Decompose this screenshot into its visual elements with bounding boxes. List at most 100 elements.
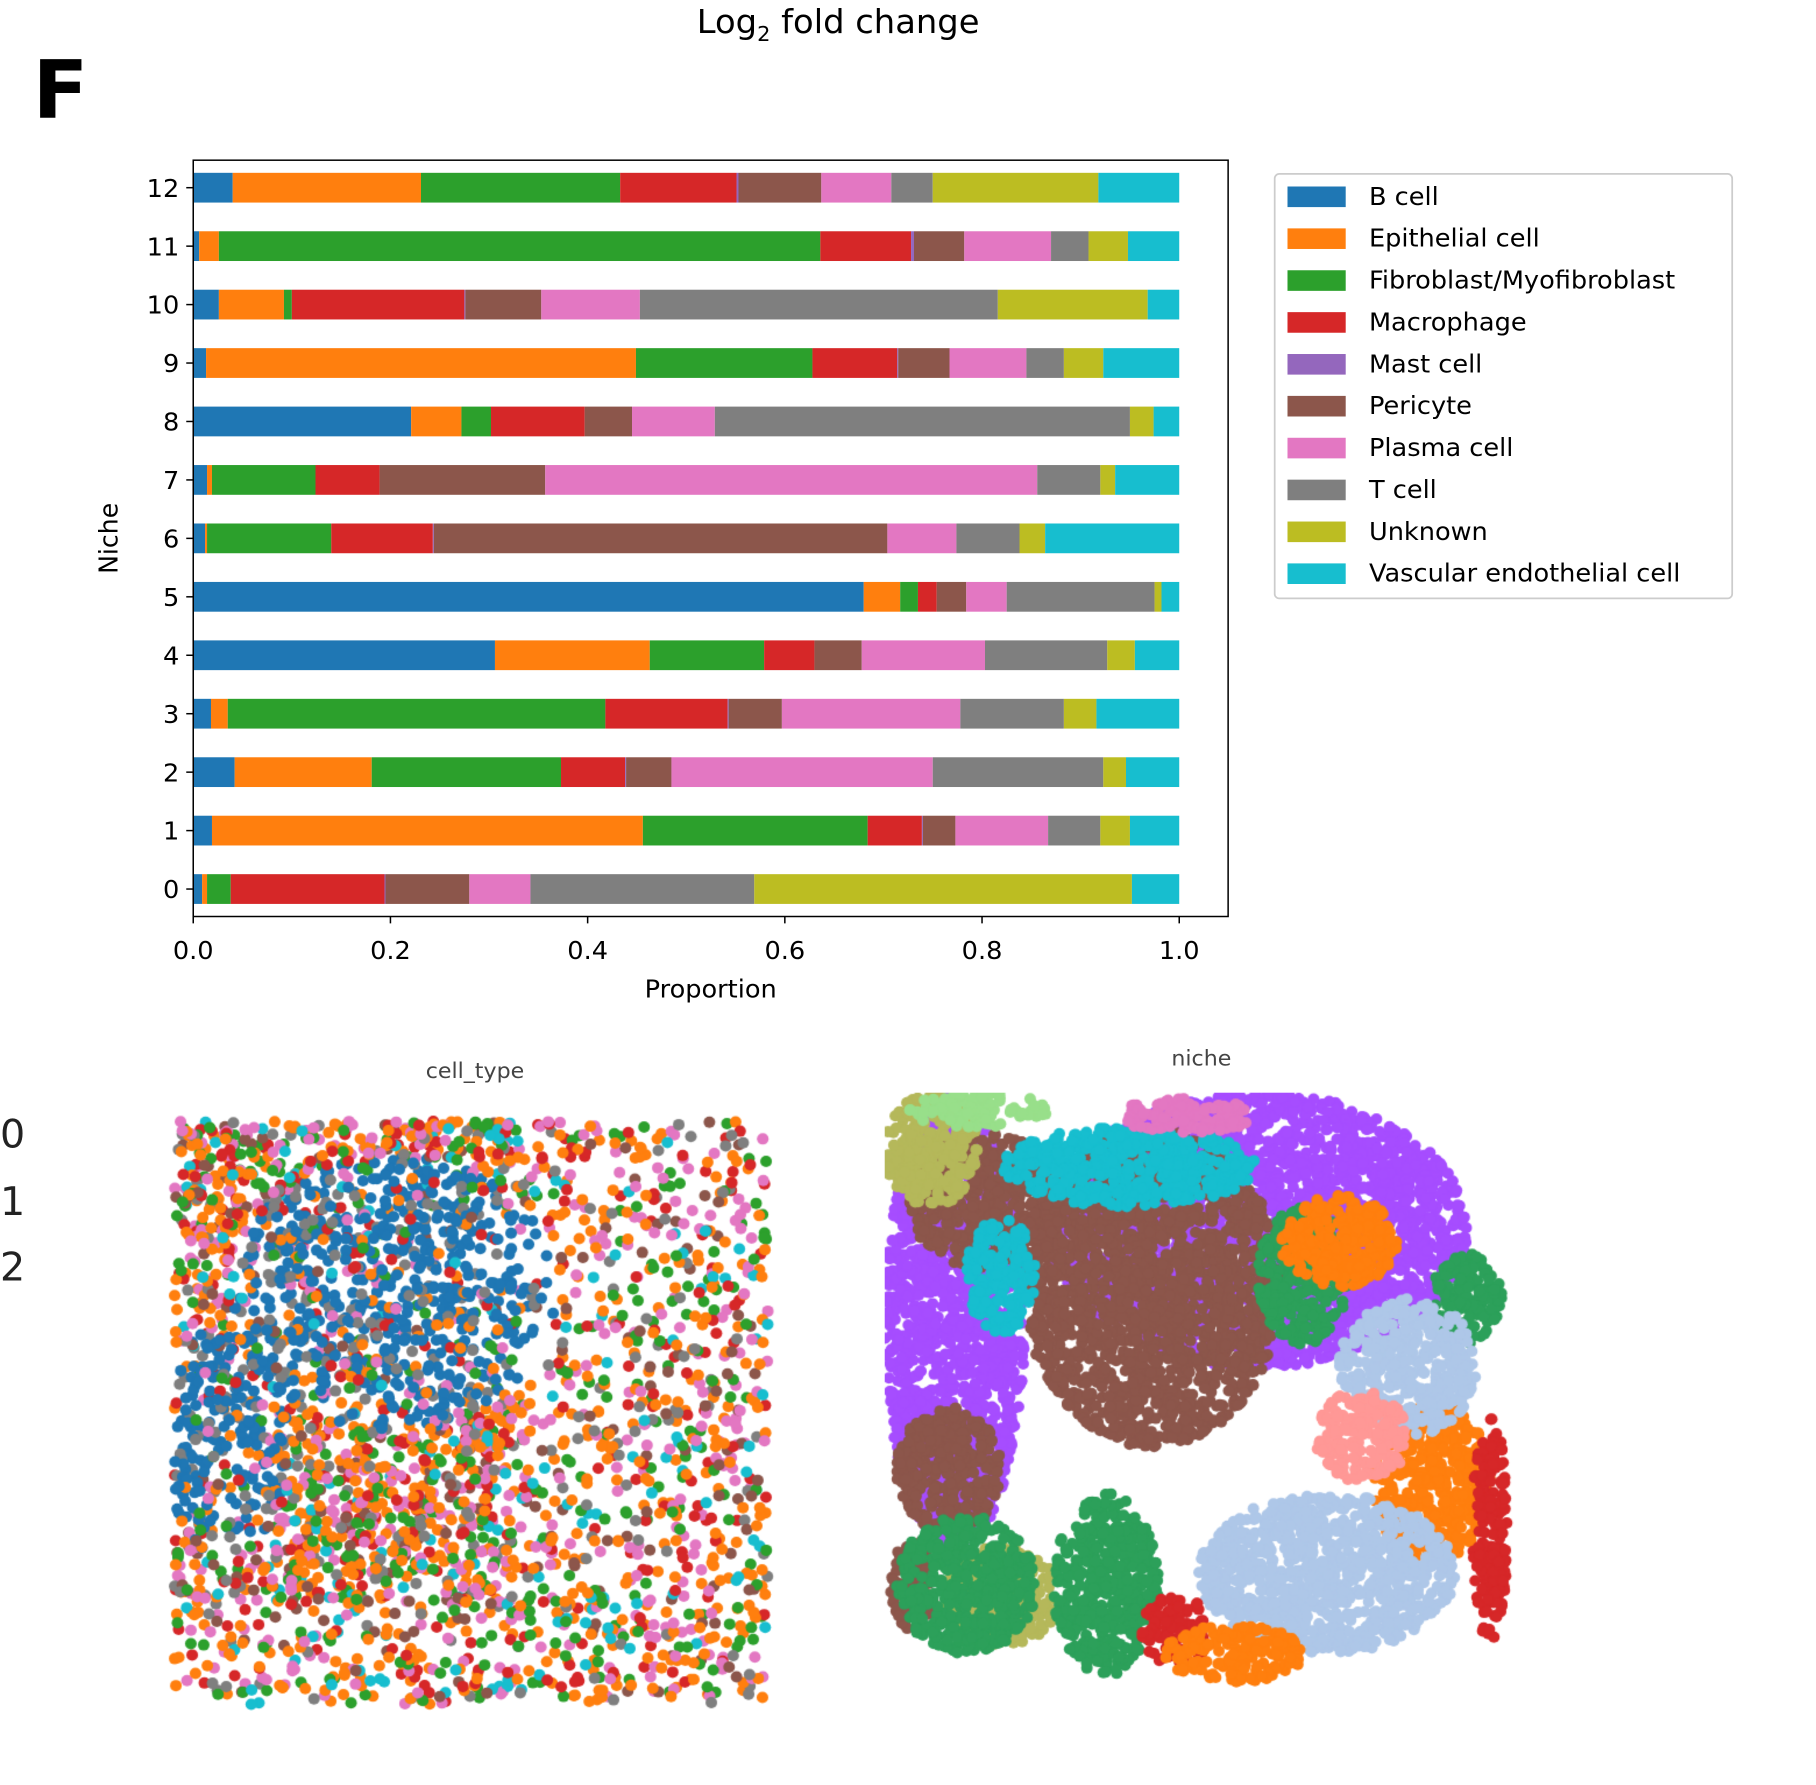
bar-segment — [642, 815, 868, 846]
bar-segment — [211, 465, 316, 495]
bar-segment — [205, 523, 208, 554]
bar-segment — [433, 523, 888, 554]
legend-swatch — [1287, 270, 1346, 291]
bar-segment — [211, 815, 643, 846]
y-tick-label: 1 — [163, 816, 179, 846]
bar-segment — [639, 289, 998, 320]
bar-segment — [626, 757, 672, 788]
bar-segment — [861, 640, 985, 671]
bar-segment — [1100, 465, 1116, 495]
bar-segment — [966, 581, 1007, 612]
bar-segment — [193, 757, 235, 788]
bar-segment — [193, 523, 206, 554]
bar-segment — [232, 172, 422, 203]
bar-segment — [193, 465, 208, 495]
bar-segment — [649, 640, 765, 671]
bar-segment — [921, 815, 923, 846]
y-tick-label: 4 — [163, 641, 179, 671]
y-tick-label: 10 — [147, 290, 180, 320]
bar-segment — [1063, 698, 1097, 729]
cell-type-spatial-scatter — [162, 1098, 792, 1717]
y-tick-label: 7 — [163, 465, 179, 495]
legend-swatch — [1287, 186, 1346, 208]
niche-spatial-scatter — [884, 1092, 1525, 1717]
bar-segment — [887, 523, 957, 554]
bar-segment — [193, 640, 495, 671]
bar-segment — [227, 698, 606, 729]
bar-segment — [202, 874, 208, 904]
bar-segment — [814, 640, 862, 671]
bar-segment — [605, 698, 728, 729]
bar-segment — [234, 757, 372, 788]
bar-segment — [315, 465, 380, 495]
y-tick-label: 2 — [163, 758, 179, 788]
legend-swatch — [1287, 312, 1346, 333]
bar-segment — [199, 231, 219, 262]
bar-segment — [1134, 640, 1180, 671]
bar-segment — [1129, 406, 1154, 437]
bar-segment — [781, 698, 961, 729]
bar-segment — [432, 523, 434, 554]
bar-segment — [193, 698, 211, 729]
legend-label: Mast cell — [1369, 349, 1482, 379]
bar-segment — [620, 172, 737, 203]
x-axis-label: Proportion — [645, 974, 777, 1004]
bar-segment — [764, 640, 815, 671]
bar-segment — [1127, 231, 1180, 262]
title-base: Log — [696, 2, 758, 42]
bar-segment — [897, 348, 899, 378]
bar-segment — [1026, 348, 1064, 378]
bar-segment — [1063, 348, 1104, 378]
y-tick-label: 0 — [163, 874, 179, 904]
bar-segment — [193, 348, 207, 378]
edge-label-1: 1 — [0, 1179, 26, 1226]
bar-segment — [206, 348, 636, 378]
bar-segment — [984, 640, 1108, 671]
bar-segment — [728, 698, 782, 729]
bar-segment — [997, 289, 1148, 320]
bar-segment — [469, 874, 531, 904]
bar-segment — [914, 231, 965, 262]
bar-segment — [411, 406, 462, 437]
bar-segment — [1037, 465, 1101, 495]
legend-swatch — [1287, 228, 1346, 249]
bar-segment — [900, 581, 918, 612]
bar-segment — [384, 874, 386, 904]
bar-segment — [193, 289, 219, 320]
bar-segment — [1161, 581, 1180, 612]
bar-segment — [1129, 815, 1180, 846]
niche-plot-title: niche — [1171, 1045, 1232, 1071]
bar-segment — [964, 231, 1052, 262]
y-tick-label: 5 — [163, 582, 179, 612]
bar-segment — [1153, 406, 1180, 437]
plot-frame — [192, 159, 1229, 918]
bar-segment — [867, 815, 922, 846]
bar-segment — [1019, 523, 1046, 554]
bar-segment — [1103, 757, 1126, 788]
bar-segment — [283, 289, 292, 320]
legend-label: Pericyte — [1369, 390, 1472, 420]
bar-segment — [1098, 172, 1180, 203]
bar-segment — [956, 523, 1020, 554]
bar-segment — [193, 815, 212, 846]
bar-segment — [955, 815, 1049, 846]
bar-segment — [1115, 465, 1180, 495]
bar-segment — [494, 640, 650, 671]
bar-segment — [207, 523, 332, 554]
bar-segment — [727, 698, 729, 729]
bar-segment — [917, 581, 937, 612]
x-tick-label: 0.4 — [567, 935, 608, 965]
bar-segment — [738, 172, 822, 203]
bar-segment — [1100, 815, 1130, 846]
bar-segment — [371, 757, 562, 788]
bar-segment — [1131, 874, 1180, 904]
bar-segment — [632, 406, 715, 437]
bar-segment — [193, 406, 412, 437]
bar-segment — [922, 815, 956, 846]
legend-label: Unknown — [1369, 516, 1488, 546]
title-subscript: 2 — [757, 22, 771, 47]
edge-label-0: 0 — [0, 1112, 26, 1158]
bar-segment — [635, 348, 813, 378]
